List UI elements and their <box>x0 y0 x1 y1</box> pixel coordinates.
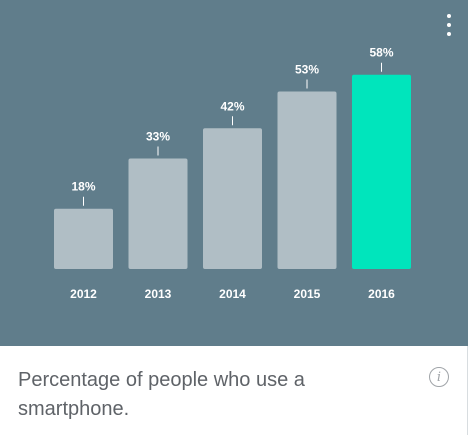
bar-2013 <box>128 158 188 269</box>
bar-2015 <box>277 91 337 269</box>
x-tick-label: 2014 <box>219 287 246 301</box>
value-label: 18% <box>71 180 95 194</box>
more-options-icon[interactable] <box>442 14 456 36</box>
chart-caption: Percentage of people who use a smartphon… <box>18 369 305 420</box>
value-label: 53% <box>295 62 319 76</box>
menu-dot <box>447 23 451 27</box>
value-label: 33% <box>146 129 170 143</box>
bar-chart: 18% 2012 33% 2013 42% 2014 53% 2015 58% 2016 <box>54 46 411 301</box>
x-tick-label: 2015 <box>294 287 321 301</box>
menu-dot <box>447 32 451 36</box>
value-label: 58% <box>369 46 393 60</box>
bar-2016 <box>352 74 411 269</box>
value-label: 42% <box>220 99 244 113</box>
x-tick-label: 2012 <box>70 287 97 301</box>
bar-2014 <box>203 128 262 269</box>
chart-area: 18% 2012 33% 2013 42% 2014 53% 2015 58% 2016 <box>0 0 468 346</box>
info-icon[interactable]: i <box>429 367 449 387</box>
x-tick-label: 2013 <box>145 287 172 301</box>
x-tick-label: 2016 <box>368 287 395 301</box>
menu-dot <box>447 14 451 18</box>
bar-2012 <box>54 208 113 269</box>
